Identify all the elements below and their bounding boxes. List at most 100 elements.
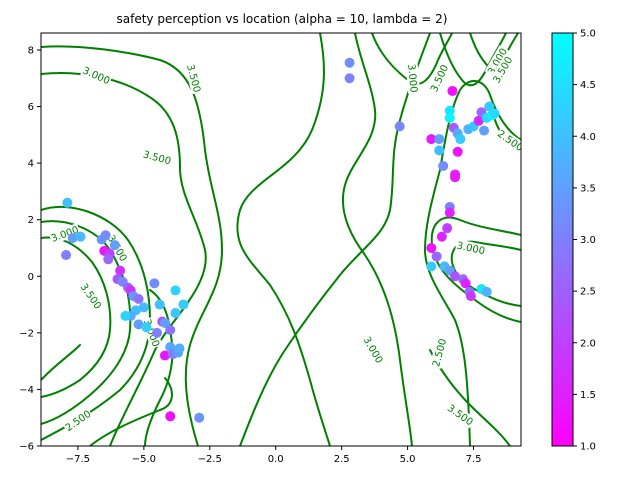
scatter-point <box>484 101 495 112</box>
scatter-point <box>460 278 471 289</box>
svg-text:2.500: 2.500 <box>495 129 525 154</box>
contour-label: 3.000 <box>80 63 113 87</box>
y-tick-label: 2 <box>28 215 34 226</box>
svg-text:3.500: 3.500 <box>445 403 475 428</box>
y-tick-label: 8 <box>28 45 34 56</box>
colorbar-tick-label: 1.5 <box>580 390 596 401</box>
scatter-point <box>465 291 476 302</box>
svg-text:3.000: 3.000 <box>361 335 385 365</box>
scatter-point <box>452 146 463 157</box>
contour-line <box>423 80 521 446</box>
scatter-point <box>450 271 461 282</box>
x-tick-label: −2.5 <box>198 454 222 465</box>
colorbar-tick-label: 4.5 <box>580 80 596 91</box>
scatter-point <box>426 261 437 272</box>
scatter-point <box>431 251 442 262</box>
contour-line <box>239 33 431 446</box>
y-tick-label: 6 <box>28 102 34 113</box>
scatter-point <box>344 57 355 68</box>
colorbar-tick-label: 3.0 <box>580 235 596 246</box>
x-tick-label: 0.0 <box>268 454 284 465</box>
scatter-point <box>434 145 445 156</box>
contour-line <box>41 344 81 381</box>
scatter-point <box>109 240 120 251</box>
contour-line <box>236 33 331 446</box>
colorbar-tick-label: 4.0 <box>580 132 596 143</box>
scatter-point <box>473 115 484 126</box>
scatter-point <box>152 327 163 338</box>
contour-line <box>41 71 207 446</box>
scatter-point <box>100 230 111 241</box>
scatter-point <box>434 134 445 145</box>
scatter-point <box>115 265 126 276</box>
colorbar <box>551 32 574 447</box>
scatter-point <box>133 293 144 304</box>
y-axis: −6 −4 −2 0 2 4 6 8 <box>19 45 41 453</box>
scatter-point <box>479 125 490 136</box>
scatter-point <box>194 412 205 423</box>
scatter-point <box>141 322 152 333</box>
scatter-point <box>170 308 181 319</box>
scatter-point <box>444 112 455 123</box>
scatter-point <box>426 242 437 253</box>
scatter-point <box>138 302 149 313</box>
contour-line <box>41 45 224 446</box>
x-tick-label: 2.5 <box>334 454 350 465</box>
scatter-point <box>447 85 458 96</box>
contour-lines <box>41 33 521 446</box>
scatter-point <box>444 105 455 116</box>
contour-label: 3.500 <box>184 62 204 95</box>
svg-text:2.500: 2.500 <box>431 338 449 369</box>
svg-text:3.500: 3.500 <box>142 149 173 167</box>
scatter-point <box>165 411 176 422</box>
scatter-point <box>75 231 86 242</box>
scatter-point <box>62 197 73 208</box>
scatter-point <box>426 134 437 145</box>
scatter-point <box>174 343 185 354</box>
contour-label: 3.000 <box>361 333 387 366</box>
scatter-point <box>67 233 78 244</box>
colorbar-tick-label: 2.5 <box>580 287 596 298</box>
y-tick-label: −6 <box>19 442 34 453</box>
scatter-point <box>170 285 181 296</box>
scatter-point <box>133 319 144 330</box>
contour-label: 2.500 <box>429 336 449 369</box>
contour-line <box>341 33 413 446</box>
svg-text:3.500: 3.500 <box>184 63 202 94</box>
scatter-point <box>159 317 170 328</box>
scatter-point <box>450 172 461 183</box>
contour-line <box>41 236 112 398</box>
y-tick-label: −4 <box>19 385 34 396</box>
contour-label: 3.500 <box>78 280 105 312</box>
plot-frame <box>40 32 522 447</box>
colorbar-tick-label: 2.0 <box>580 338 596 349</box>
scatter-point <box>455 134 466 145</box>
colorbar-tick-label: 3.5 <box>580 183 596 194</box>
scatter-point <box>436 231 447 242</box>
scatter-points <box>61 57 500 423</box>
contour-line <box>89 377 173 446</box>
colorbar-tick-label: 1.0 <box>580 442 596 453</box>
scatter-point <box>481 286 492 297</box>
scatter-point <box>444 207 455 218</box>
x-axis: −7.5 −5.0 −2.5 0.0 2.5 5.0 7.5 <box>66 446 482 465</box>
scatter-point <box>178 299 189 310</box>
scatter-point <box>442 223 453 234</box>
y-tick-label: −2 <box>19 328 34 339</box>
svg-text:3.000: 3.000 <box>405 64 418 93</box>
scatter-point <box>159 350 170 361</box>
contour-line <box>144 289 174 446</box>
scatter-point <box>61 250 72 261</box>
scatter-point <box>154 299 165 310</box>
x-tick-label: 5.0 <box>400 454 416 465</box>
colorbar-tick-label: 5.0 <box>580 29 596 40</box>
x-tick-label: 7.5 <box>466 454 482 465</box>
contour-label: 3.000 <box>405 62 421 94</box>
chart-title: safety perception vs location (alpha = 1… <box>117 12 448 26</box>
x-tick-label: −5.0 <box>132 454 156 465</box>
scatter-point <box>394 121 405 132</box>
colorbar-axis: 1.0 1.5 2.0 2.5 3.0 3.5 4.0 4.5 5.0 <box>573 29 596 453</box>
contour-line <box>371 33 453 85</box>
scatter-point <box>489 108 500 119</box>
